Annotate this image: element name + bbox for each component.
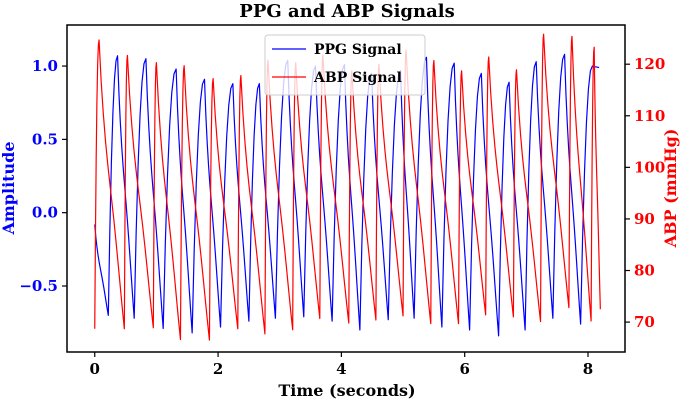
y-right-tick-label: 70 bbox=[634, 313, 655, 331]
x-tick-label: 4 bbox=[336, 360, 346, 378]
plot-frame bbox=[66, 24, 626, 353]
y-left-tick-label: 0.5 bbox=[32, 130, 58, 148]
x-tick-label: 6 bbox=[459, 360, 469, 378]
y-axis-label-right: ABP (mmHg) bbox=[661, 129, 680, 249]
y-left-tick-label: 1.0 bbox=[32, 57, 58, 75]
y-left-tick-label: 0.0 bbox=[32, 204, 58, 222]
series-line-abp bbox=[94, 33, 601, 341]
series-line-ppg bbox=[94, 53, 600, 337]
legend-label-abp: ABP Signal bbox=[313, 70, 402, 86]
legend-label-ppg: PPG Signal bbox=[314, 42, 402, 58]
y-right-tick-label: 100 bbox=[634, 158, 665, 176]
y-ticks-right: 70 80 90 100 110 120 bbox=[625, 55, 665, 331]
x-ticks: 0 2 4 6 8 bbox=[90, 352, 593, 378]
x-tick-label: 8 bbox=[583, 360, 593, 378]
y-right-tick-label: 110 bbox=[634, 107, 665, 125]
y-right-tick-label: 120 bbox=[634, 55, 665, 73]
x-tick-label: 2 bbox=[213, 360, 223, 378]
x-axis-label: Time (seconds) bbox=[278, 381, 415, 400]
legend-box bbox=[264, 34, 426, 96]
y-right-tick-label: 80 bbox=[634, 262, 655, 280]
legend: PPG Signal ABP Signal bbox=[264, 34, 426, 96]
plot-lines bbox=[94, 33, 601, 341]
chart-title: PPG and ABP Signals bbox=[239, 1, 454, 22]
y-right-tick-label: 90 bbox=[634, 210, 655, 228]
x-tick-label: 0 bbox=[90, 360, 100, 378]
y-ticks-left: −0.5 0.0 0.5 1.0 bbox=[19, 57, 67, 295]
y-axis-label-left: Amplitude bbox=[0, 141, 18, 235]
y-left-tick-label: −0.5 bbox=[19, 277, 58, 295]
